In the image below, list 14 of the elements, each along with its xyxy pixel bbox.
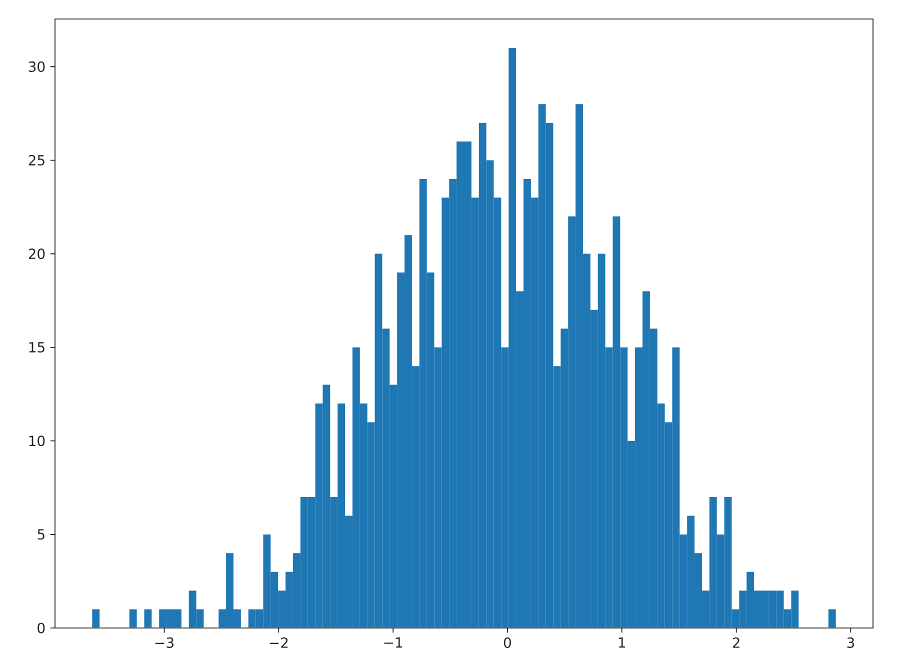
y-tick-label: 5 xyxy=(38,529,44,540)
y-tick-label: 20 xyxy=(28,248,45,260)
y-tick-label: 15 xyxy=(29,342,44,353)
y-tick-label: 0 xyxy=(38,622,45,634)
x-tick-label: 0 xyxy=(504,637,511,648)
x-tick-label: 1 xyxy=(618,637,626,648)
x-tick-label: 3 xyxy=(847,637,854,648)
x-tick-label: −2 xyxy=(270,637,288,648)
x-tick-label: 2 xyxy=(732,637,740,648)
y-tick-label: 25 xyxy=(28,154,44,166)
y-tick-label: 10 xyxy=(29,436,45,446)
x-tick-label: −1 xyxy=(384,637,402,648)
x-tick-label: −3 xyxy=(155,637,174,648)
y-tick-label: 30 xyxy=(28,61,45,72)
